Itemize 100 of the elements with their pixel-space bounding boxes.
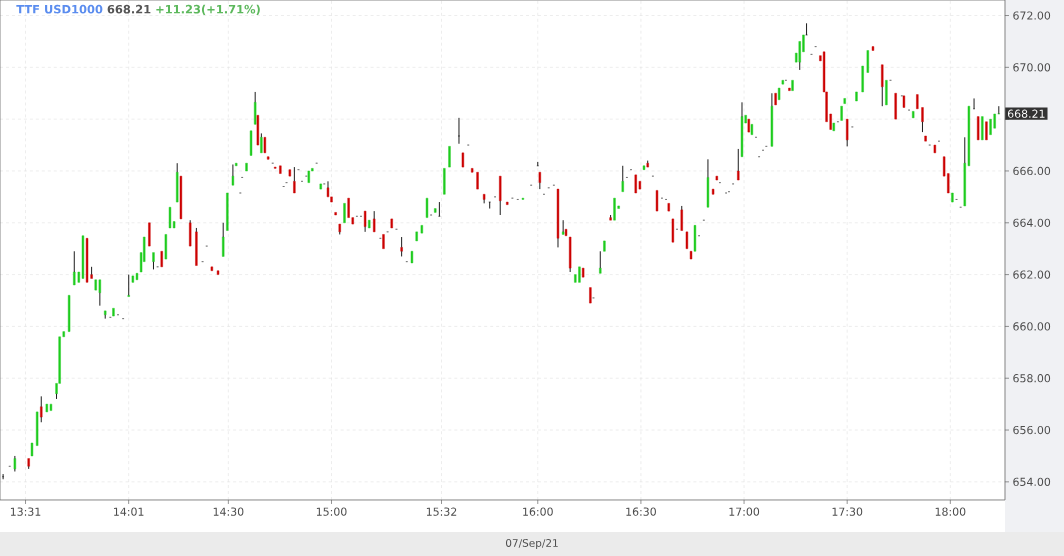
candlestick [443, 168, 446, 195]
candlestick [81, 235, 85, 279]
candlestick [671, 218, 675, 243]
x-tick-label: 14:01 [114, 507, 144, 516]
candlestick [885, 80, 888, 106]
candlestick [216, 270, 220, 275]
x-tick-label: 17:30 [832, 507, 863, 516]
y-tick-label: 670.00 [1013, 63, 1051, 72]
candlestick [235, 162, 238, 167]
candlestick [98, 279, 101, 307]
candlestick [104, 310, 107, 320]
candlestick [599, 250, 602, 274]
candlestick [293, 166, 296, 194]
candlestick [226, 192, 229, 231]
candlestick [30, 442, 34, 457]
candlestick [499, 175, 502, 216]
candlestick [135, 273, 139, 280]
candlestick [152, 252, 155, 270]
candlestick [448, 146, 451, 168]
candlestick [307, 170, 310, 183]
candlestick [866, 50, 869, 73]
candlestick [279, 165, 282, 174]
candlestick [977, 116, 980, 141]
candlestick [434, 208, 437, 213]
candlestick [319, 183, 322, 190]
candlestick [168, 207, 172, 229]
candlestick [210, 266, 214, 271]
candlestick [840, 105, 843, 121]
candlestick [506, 201, 509, 205]
candlestick [689, 251, 693, 260]
y-tick-label: 662.00 [1013, 270, 1051, 279]
candlestick [715, 175, 718, 181]
candlestick [49, 403, 53, 411]
candlestick [855, 91, 858, 102]
candlestick [646, 160, 649, 168]
candlestick [521, 197, 525, 200]
x-tick-label: 16:30 [626, 507, 656, 516]
candlestick [621, 165, 624, 192]
candlestick [35, 411, 39, 446]
candlestick [770, 92, 774, 147]
candlestick [363, 210, 367, 233]
y-tick-label: 658.00 [1013, 374, 1051, 383]
candlestick [843, 98, 846, 104]
annotation: 668.21 [107, 4, 151, 14]
x-tick-label: 15:32 [426, 507, 457, 516]
candlestick [222, 222, 225, 257]
candlestick [112, 308, 115, 317]
x-tick-label: 16:00 [523, 507, 553, 516]
candlestick [476, 172, 479, 190]
candlestick [415, 231, 418, 242]
candlestick [231, 164, 235, 186]
candlestick [578, 266, 581, 283]
candlestick [260, 132, 263, 154]
candlestick [912, 111, 915, 119]
y-tick-label: 656.00 [1013, 425, 1051, 435]
candlestick [245, 162, 248, 172]
candlestick [589, 287, 592, 304]
candlestick [425, 197, 429, 218]
candlestick [189, 219, 192, 247]
x-tick-label: 15:00 [316, 507, 347, 516]
candlestick [410, 251, 414, 264]
candlestick [655, 190, 659, 212]
candlestick [131, 275, 135, 283]
x-tick-label: 13:31 [10, 507, 41, 516]
candlestick [556, 188, 560, 248]
candlestick [881, 64, 884, 107]
candlestick [613, 197, 616, 221]
candlestick [488, 201, 491, 209]
candlestick [685, 231, 689, 249]
candlestick [642, 165, 646, 170]
candlestick [263, 137, 267, 154]
candlestick [256, 115, 260, 146]
candlestick [634, 174, 637, 194]
candlestick [368, 219, 371, 229]
candlestick [750, 124, 754, 135]
candlestick [924, 135, 927, 142]
candlestick [871, 46, 875, 51]
candlestick [603, 240, 606, 252]
candlestick [581, 267, 585, 278]
candlestick [164, 234, 168, 260]
candlestick [195, 227, 198, 266]
text: 668.21 [1007, 109, 1045, 118]
y-tick-label: 666.00 [1013, 166, 1051, 176]
y-tick-label: 664.00 [1013, 218, 1051, 227]
candlestick [420, 225, 423, 234]
candlestick [747, 118, 750, 133]
candlestick [667, 203, 670, 212]
candlestick [471, 168, 474, 173]
candlestick [951, 192, 954, 203]
candlestick [680, 205, 683, 231]
candlestick [334, 212, 337, 216]
candlestick [461, 152, 465, 168]
candlestick [921, 107, 924, 133]
y-tick-label: 660.00 [1013, 322, 1051, 331]
candlestick [791, 80, 794, 91]
candlestick [73, 250, 76, 286]
candlestick [737, 148, 740, 181]
candlestick [85, 238, 89, 283]
candlestick [894, 93, 897, 120]
candlestick [254, 91, 257, 125]
